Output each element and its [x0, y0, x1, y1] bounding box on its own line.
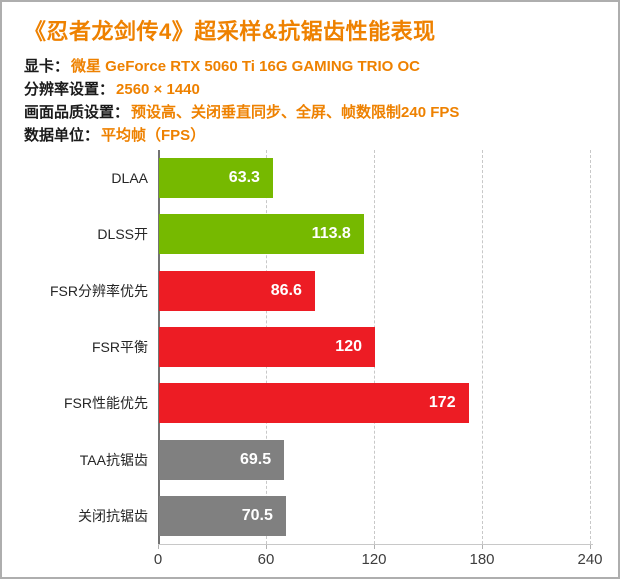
category-label-4: FSR性能优先	[64, 395, 148, 412]
info-line-unit: 数据单位： 平均帧（FPS）	[24, 124, 610, 147]
info-line-quality: 画面品质设置： 预设高、关闭垂直同步、全屏、帧数限制240 FPS	[24, 101, 610, 124]
category-label-3: FSR平衡	[92, 339, 148, 356]
axis-tick-0	[158, 544, 159, 549]
bar-value-6: 70.5	[241, 506, 273, 524]
bar-value-4: 172	[428, 394, 456, 412]
category-label-2: FSR分辨率优先	[50, 282, 148, 299]
info-value-gpu: 微星 GeForce RTX 5060 Ti 16G GAMING TRIO O…	[71, 58, 420, 75]
gridline-240	[590, 150, 591, 544]
chart-title: 《忍者龙剑传4》超采样&抗锯齿性能表现	[24, 19, 436, 44]
bar-value-3: 120	[335, 338, 362, 356]
x-axis-line	[158, 544, 593, 545]
axis-tick-60	[266, 544, 267, 549]
category-label-1: DLSS开	[97, 226, 148, 243]
bar-2: 86.6	[159, 270, 315, 311]
x-tick-label-180: 180	[469, 551, 495, 568]
bar-6: 70.5	[159, 495, 286, 536]
bar-5: 69.5	[159, 439, 285, 480]
bar-value-5: 69.5	[239, 450, 272, 468]
gridline-180	[482, 150, 483, 544]
bar-value-1: 113.8	[311, 225, 351, 243]
axis-tick-180	[482, 544, 483, 549]
info-label-resolution: 分辨率设置：	[24, 81, 115, 98]
bar-3: 120	[159, 327, 375, 368]
x-tick-label-0: 0	[153, 551, 163, 568]
info-label-gpu: 显卡：	[24, 58, 70, 75]
bar-value-2: 86.6	[270, 281, 302, 299]
info-label-quality: 画面品质设置：	[24, 104, 130, 121]
info-line-resolution: 分辨率设置： 2560 × 1440	[24, 78, 610, 101]
category-label-0: DLAA	[111, 170, 148, 187]
bar-value-0: 63.3	[228, 169, 260, 187]
bar-4: 172	[159, 383, 469, 424]
info-value-resolution: 2560 × 1440	[116, 81, 200, 98]
info-label-unit: 数据单位：	[24, 127, 100, 144]
x-tick-label-240: 240	[577, 551, 603, 568]
bar-0: 63.3	[159, 158, 273, 199]
axis-tick-120	[374, 544, 375, 549]
chart-header: 《忍者龙剑传4》超采样&抗锯齿性能表现 显卡： 微星 GeForce RTX 50…	[24, 14, 610, 147]
bar-1: 113.8	[159, 214, 364, 255]
axis-tick-240	[590, 544, 591, 549]
x-tick-label-120: 120	[361, 551, 387, 568]
info-line-gpu: 显卡： 微星 GeForce RTX 5060 Ti 16G GAMING TRI…	[24, 55, 610, 78]
x-tick-label-60: 60	[257, 551, 275, 568]
info-value-unit: 平均帧（FPS）	[101, 127, 206, 144]
info-value-quality: 预设高、关闭垂直同步、全屏、帧数限制240 FPS	[131, 104, 460, 121]
category-label-6: 关闭抗锯齿	[78, 507, 148, 524]
category-label-5: TAA抗锯齿	[79, 451, 148, 468]
